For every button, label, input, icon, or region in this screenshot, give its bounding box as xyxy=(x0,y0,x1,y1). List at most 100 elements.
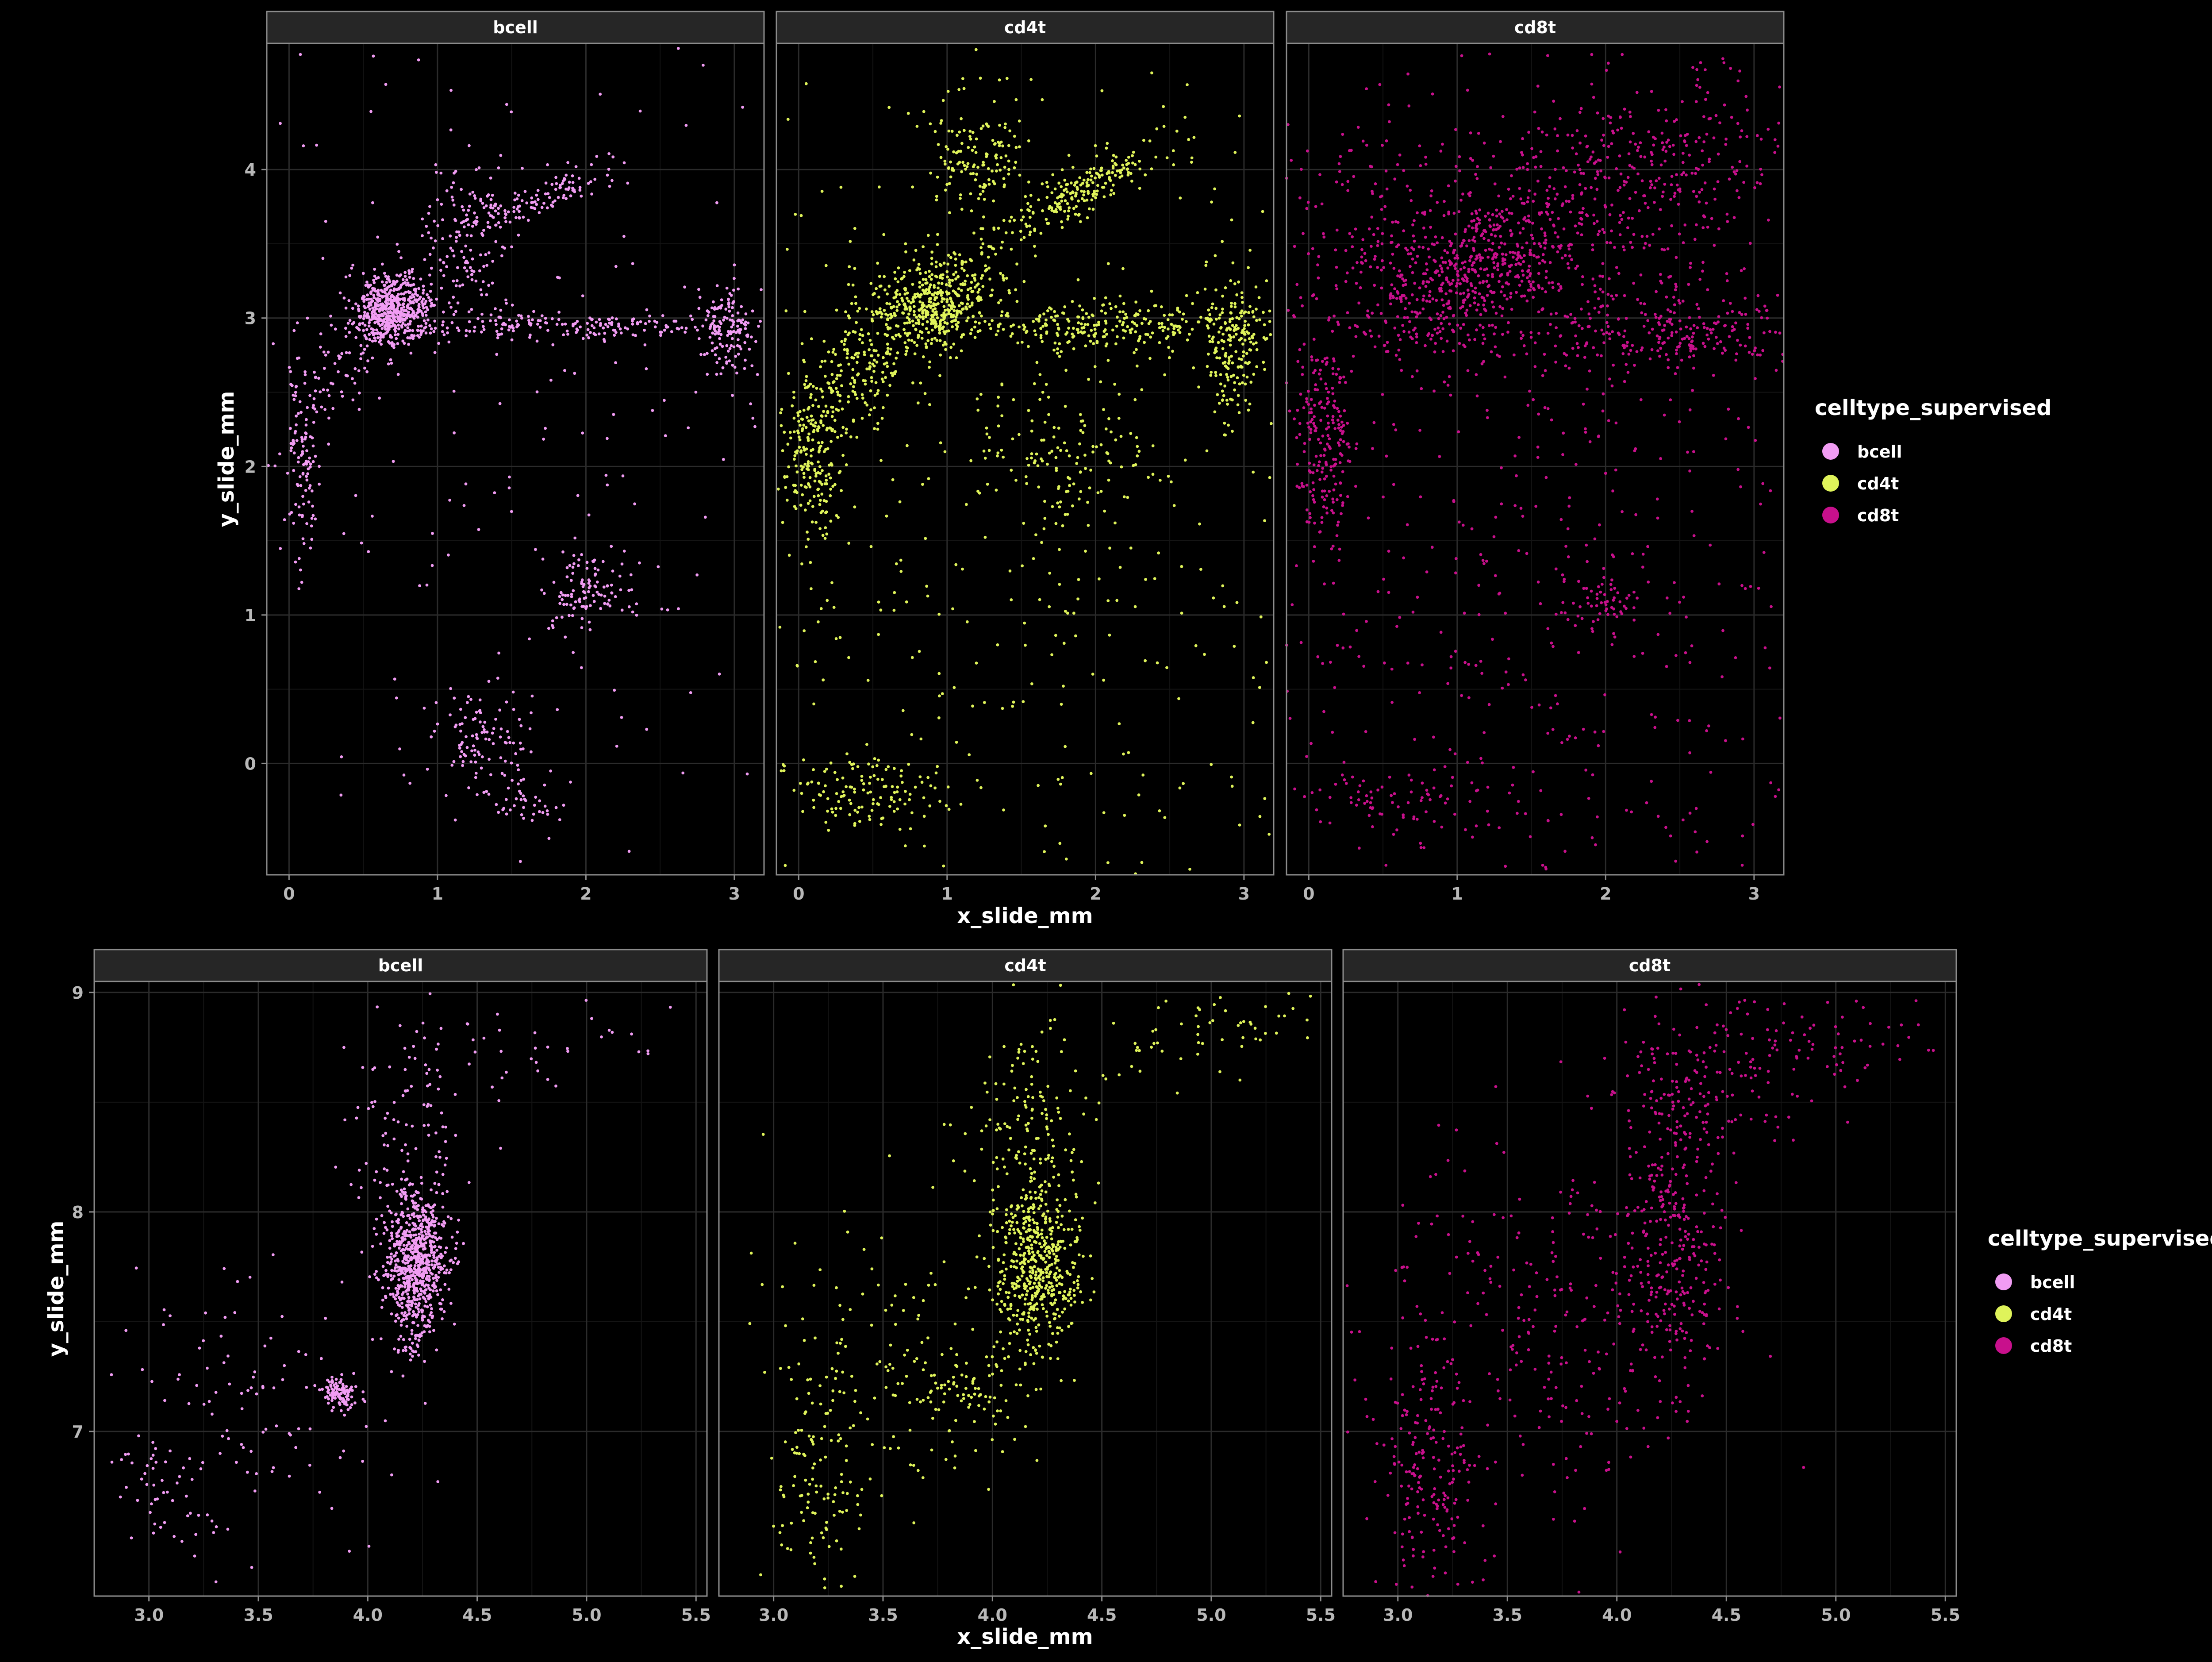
scatter-point xyxy=(934,771,938,775)
scatter-point xyxy=(830,463,833,467)
scatter-point xyxy=(926,234,930,237)
scatter-point xyxy=(634,334,637,337)
scatter-point xyxy=(388,292,391,295)
scatter-point xyxy=(1566,262,1570,265)
scatter-point xyxy=(840,434,843,437)
scatter-point xyxy=(451,198,455,202)
scatter-point xyxy=(958,161,961,164)
scatter-point xyxy=(497,212,500,215)
scatter-point xyxy=(1056,351,1059,355)
scatter-point xyxy=(942,305,946,308)
scatter-point xyxy=(585,333,589,337)
scatter-point xyxy=(1079,183,1083,187)
scatter-point xyxy=(387,362,390,365)
scatter-point xyxy=(394,330,397,333)
scatter-point xyxy=(407,298,410,302)
scatter-point xyxy=(466,701,469,704)
scatter-point xyxy=(1031,212,1035,215)
scatter-point xyxy=(1030,682,1033,685)
scatter-point xyxy=(475,711,478,714)
scatter-point xyxy=(481,202,484,205)
scatter-point xyxy=(1514,263,1518,266)
scatter-point xyxy=(1377,335,1381,338)
scatter-point xyxy=(787,554,791,557)
scatter-point xyxy=(1268,320,1271,323)
scatter-point xyxy=(1268,476,1271,479)
scatter-point xyxy=(917,334,920,337)
scatter-point xyxy=(803,462,807,466)
scatter-point xyxy=(422,285,425,288)
scatter-point xyxy=(970,259,973,262)
scatter-point xyxy=(829,488,832,491)
scatter-point xyxy=(489,313,493,316)
scatter-point xyxy=(737,352,740,356)
scatter-point xyxy=(371,289,375,292)
scatter-point xyxy=(908,321,911,324)
scatter-point xyxy=(968,135,972,138)
scatter-point xyxy=(896,300,899,304)
scatter-point xyxy=(1483,268,1486,271)
scatter-point xyxy=(954,270,958,274)
scatter-point xyxy=(1004,231,1008,235)
scatter-point xyxy=(715,373,718,376)
scatter-point xyxy=(1309,431,1313,435)
scatter-point xyxy=(862,788,865,792)
scatter-point xyxy=(373,281,376,285)
scatter-point xyxy=(1038,598,1041,601)
scatter-point xyxy=(1207,335,1211,338)
scatter-point xyxy=(1479,234,1483,237)
scatter-point xyxy=(1609,241,1612,245)
scatter-point xyxy=(893,372,896,376)
scatter-point xyxy=(797,419,800,423)
scatter-point xyxy=(818,527,822,530)
scatter-point xyxy=(388,341,392,345)
scatter-point xyxy=(1305,508,1309,512)
scatter-point xyxy=(289,383,292,386)
scatter-point xyxy=(1471,264,1474,267)
scatter-point xyxy=(952,309,956,312)
scatter-point xyxy=(614,317,618,321)
scatter-point xyxy=(862,782,865,785)
scatter-point xyxy=(1102,195,1106,199)
scatter-point xyxy=(914,785,917,789)
scatter-point xyxy=(830,391,833,394)
scatter-point xyxy=(1265,279,1268,282)
scatter-point xyxy=(1158,326,1161,329)
scatter-point xyxy=(1214,254,1217,258)
scatter-point xyxy=(467,310,471,314)
scatter-point xyxy=(451,249,454,253)
scatter-point xyxy=(1454,232,1457,236)
scatter-point xyxy=(1194,644,1198,647)
scatter-point xyxy=(1548,185,1551,188)
scatter-point xyxy=(366,293,369,296)
scatter-point xyxy=(331,407,335,410)
scatter-point xyxy=(1141,322,1144,325)
scatter-point xyxy=(393,319,396,322)
scatter-point xyxy=(318,482,321,486)
scatter-point xyxy=(1331,544,1335,548)
scatter-point xyxy=(319,390,322,393)
scatter-point xyxy=(557,196,560,199)
scatter-point xyxy=(876,389,880,392)
scatter-point xyxy=(590,324,594,327)
scatter-point xyxy=(1678,232,1681,236)
scatter-point xyxy=(1074,181,1077,185)
scatter-point xyxy=(809,382,812,386)
scatter-point xyxy=(381,295,385,298)
scatter-point xyxy=(573,372,576,375)
scatter-point xyxy=(531,201,534,204)
scatter-point xyxy=(626,327,630,331)
scatter-point xyxy=(1003,126,1007,129)
scatter-point xyxy=(868,348,871,351)
scatter-point xyxy=(1037,198,1041,201)
scatter-point xyxy=(841,790,845,793)
scatter-point xyxy=(1677,203,1680,206)
scatter-point xyxy=(1332,404,1335,408)
panel-border xyxy=(266,42,765,876)
scatter-point xyxy=(1014,98,1018,101)
scatter-point xyxy=(1548,261,1552,264)
scatter-point xyxy=(1170,323,1173,326)
scatter-point xyxy=(363,311,366,314)
scatter-point xyxy=(594,572,597,576)
scatter-point xyxy=(1064,369,1068,372)
